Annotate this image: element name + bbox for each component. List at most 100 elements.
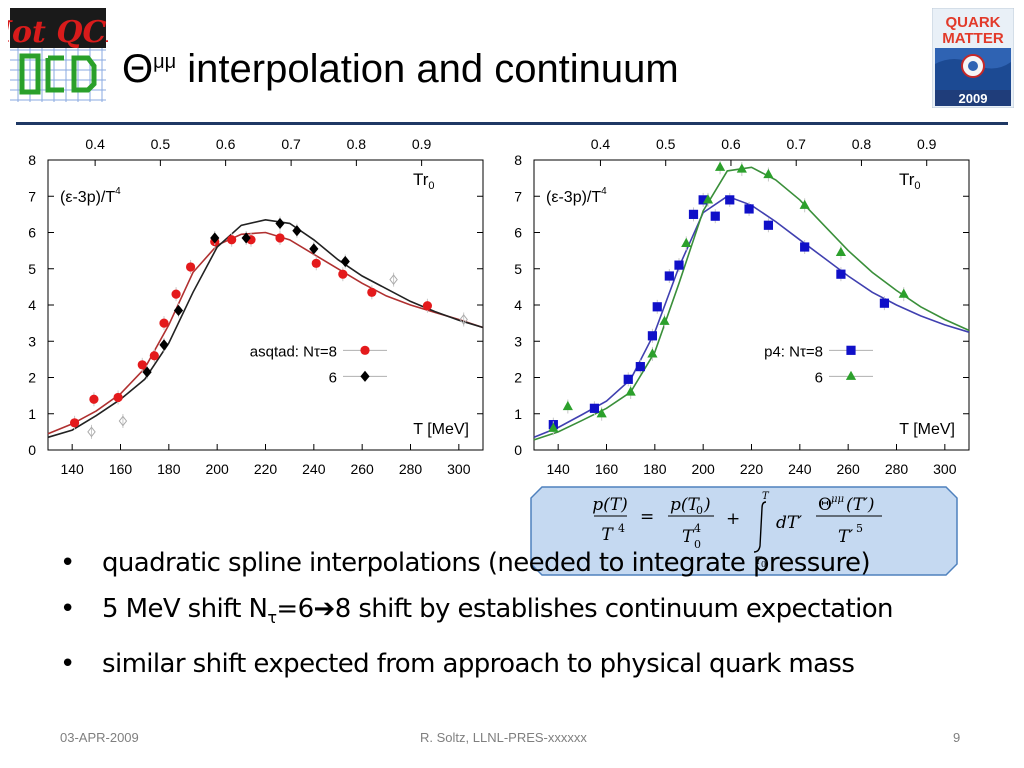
- logo-quark-text: QUARK: [946, 14, 1001, 31]
- data-point: [459, 314, 468, 325]
- x-tick-label: 300: [447, 461, 471, 477]
- top-tick-label: 0.4: [85, 136, 105, 152]
- bullet-tau-sub: τ: [267, 608, 277, 628]
- x-tick-label: 280: [885, 461, 909, 477]
- data-series: [87, 272, 468, 439]
- data-point: [227, 235, 237, 245]
- formula-term2-denominator: T′: [838, 527, 853, 547]
- hotqcd-logo: Hot QCD: [8, 6, 108, 102]
- bullet-text: similar shift expected from approach to …: [102, 649, 855, 680]
- data-point: [185, 262, 196, 272]
- y-tick-label: 1: [28, 406, 36, 422]
- data-point: [623, 374, 633, 384]
- data-point: [89, 394, 99, 404]
- top-tick-label: 0.9: [412, 136, 432, 152]
- legend-label: p4: Nτ=8: [764, 343, 823, 360]
- data-point: [422, 301, 433, 311]
- data-point: [635, 362, 645, 372]
- data-point: [367, 287, 377, 297]
- logo-year-text: 2009: [959, 91, 988, 106]
- legend-marker: [360, 370, 370, 382]
- formula-term2-mu: μμ: [831, 494, 844, 505]
- title-superscript: μμ: [153, 51, 177, 73]
- right-chart-p4: 0 1 2 3 4 5 6 7 8 140 160 180 200 220 240 260 280 300 0.4 0…: [514, 136, 970, 477]
- data-point: [799, 199, 810, 209]
- x-axis-label: T [MeV]: [413, 421, 469, 438]
- data-point: [137, 360, 147, 370]
- y-tick-label: 3: [28, 333, 36, 349]
- data-point: [763, 220, 774, 230]
- bullet-list: • quadratic spline interpolations (needed…: [60, 548, 1010, 695]
- x-tick-label: 260: [836, 461, 860, 477]
- y-axis-label: (ε-3p)/T4: [546, 186, 607, 206]
- data-point: [142, 366, 152, 378]
- y-axis-label-exp: 4: [601, 186, 607, 197]
- formula-term2-theta: Θ: [818, 495, 832, 515]
- formula-term1-num-close: ): [703, 495, 711, 515]
- data-point: [173, 304, 184, 317]
- top-tick-label: 0.5: [151, 136, 171, 152]
- x-axis-label: T [MeV]: [899, 421, 955, 438]
- y-tick-label: 2: [28, 370, 36, 386]
- data-point: [659, 315, 670, 325]
- legend-marker: [845, 370, 857, 380]
- formula-lhs-exponent: 4: [618, 522, 625, 535]
- formula-integral-lower: T: [755, 556, 763, 567]
- quark-matter-2009-logo: QUARK MATTER 2009: [932, 8, 1014, 108]
- formula-term1-den-sub: 0: [694, 538, 701, 551]
- x-tick-label: 240: [788, 461, 812, 477]
- x-tick-label: 200: [691, 461, 715, 477]
- x-tick-label: 200: [205, 461, 229, 477]
- formula-dt: dT′: [776, 513, 802, 533]
- legend-label: 6: [329, 369, 337, 386]
- pressure-formula-box: p(T) T 4 = p(T 0 ) T 0 4 + T T 0 dT′ Θ μ…: [530, 486, 958, 576]
- data-point: [210, 232, 220, 244]
- data-point: [275, 217, 285, 230]
- corner-label-sub: 0: [914, 180, 920, 192]
- x-tick-label: 220: [254, 461, 278, 477]
- right-arrow-icon: ➔: [313, 594, 336, 624]
- data-series: [142, 216, 350, 380]
- data-point: [625, 386, 636, 396]
- data-point: [562, 400, 573, 411]
- x-tick-label: 220: [740, 461, 764, 477]
- y-tick-label: 7: [28, 188, 36, 204]
- y-tick-label: 6: [514, 225, 522, 241]
- bullet-dot: •: [60, 649, 75, 680]
- data-point: [171, 289, 181, 299]
- x-tick-label: 260: [350, 461, 374, 477]
- y-tick-label: 4: [28, 297, 36, 313]
- data-point: [340, 255, 350, 268]
- y-tick-label: 5: [514, 261, 522, 277]
- bullet-text-pre: 5 MeV shift N: [102, 594, 268, 624]
- data-point: [87, 426, 96, 438]
- data-series: [548, 192, 890, 432]
- data-point: [389, 274, 398, 286]
- hotqcd-logo-text: Hot QCD: [8, 15, 108, 50]
- top-tick-label: 0.8: [852, 136, 872, 152]
- y-tick-label: 4: [514, 297, 522, 313]
- data-point: [241, 232, 251, 244]
- bullet-text-post: 8 shift by establishes continuum expecta…: [334, 594, 894, 624]
- top-tick-label: 0.7: [281, 136, 301, 152]
- data-point: [898, 288, 909, 298]
- data-point: [311, 258, 321, 268]
- data-point: [596, 408, 607, 418]
- data-point: [338, 269, 348, 279]
- x-tick-label: 140: [60, 461, 84, 477]
- x-tick-label: 180: [643, 461, 667, 477]
- top-tick-label: 0.5: [656, 136, 676, 152]
- formula-plus: +: [726, 509, 740, 529]
- data-point: [149, 351, 159, 361]
- y-axis-label-exp: 4: [115, 186, 121, 197]
- y-tick-label: 6: [28, 225, 36, 241]
- y-tick-label: 2: [514, 370, 522, 386]
- formula-term1-numerator: p(T: [670, 495, 701, 515]
- footer-author: R. Soltz, LLNL-PRES-xxxxxx: [420, 730, 587, 745]
- top-tick-label: 0.7: [786, 136, 806, 152]
- top-tick-label: 0.9: [917, 136, 937, 152]
- x-tick-label: 160: [109, 461, 133, 477]
- x-tick-label: 180: [157, 461, 181, 477]
- legend-label: asqtad: Nτ=8: [250, 343, 337, 360]
- data-point: [589, 403, 600, 413]
